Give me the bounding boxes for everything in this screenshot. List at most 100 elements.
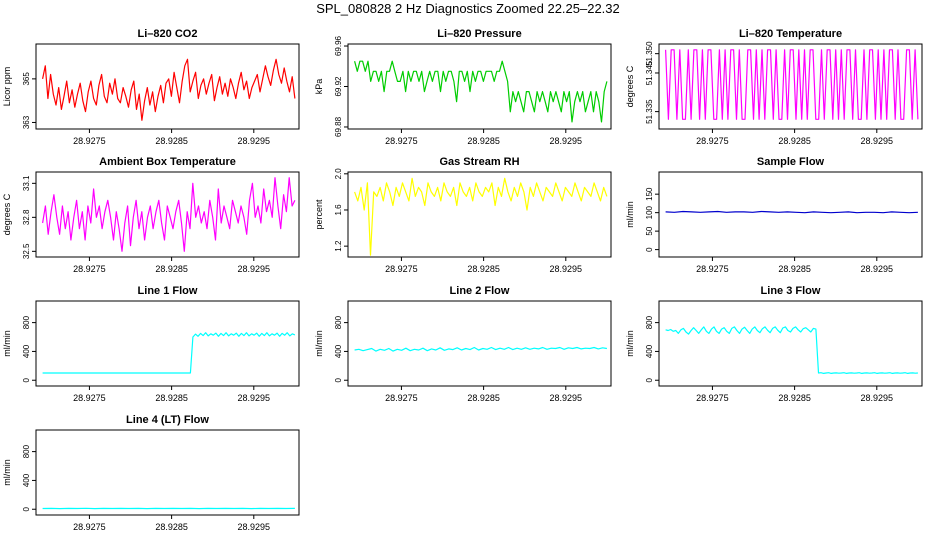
x-tick-label: 28.9285 (155, 136, 188, 146)
y-axis-label: ml/min (2, 459, 12, 486)
x-tick-label: 28.9275 (385, 264, 418, 274)
panel-ambient-box-temperature: Ambient Box Temperature 28.9275 28.9285 28.… (2, 156, 300, 274)
panel-sample-flow: Sample Flow 28.9275 28.9285 28.9295 0 50 100 15… (625, 156, 923, 274)
panel-line-2-flow: Line 2 Flow 28.9275 28.9285 28.9295 0 400 800 m… (314, 285, 612, 403)
y-tick-label: 51.350 (645, 41, 654, 66)
y-tick-label: 51.345 (645, 60, 654, 85)
x-tick-label: 28.9275 (696, 136, 729, 146)
plot-frame (347, 300, 612, 387)
y-tick-label: 69.88 (334, 116, 343, 137)
panel-title: Ambient Box Temperature (99, 156, 236, 168)
y-axis-label: Licor ppm (2, 67, 12, 107)
panel-title: Gas Stream RH (439, 156, 519, 168)
y-tick-label: 0 (334, 377, 343, 382)
x-tick-label: 28.9285 (778, 393, 811, 403)
x-tick-label: 28.9285 (467, 264, 500, 274)
y-tick-label: 150 (645, 187, 654, 201)
panel-line-1-flow: Line 1 Flow 28.9275 28.9285 28.9295 0 400 800 m… (2, 285, 300, 403)
y-tick-label: 32.8 (22, 209, 31, 225)
panel-li-820-temperature: Li–820 Temperature 28.9275 28.9285 28.9295 5… (625, 28, 923, 146)
series-line-line-1 (42, 332, 296, 374)
page-title: SPL_080828 2 Hz Diagnostics Zoomed 22.25… (316, 1, 620, 16)
y-tick-label: 365 (22, 72, 31, 86)
panel-title: Line 2 Flow (450, 285, 510, 297)
series-line-sample-flow (665, 210, 918, 214)
y-tick-label: 400 (22, 473, 31, 487)
y-tick-label: 0 (645, 247, 654, 252)
y-tick-label: 33.1 (22, 175, 31, 191)
x-tick-label: 28.9285 (155, 264, 188, 274)
plot-frame (658, 171, 923, 258)
x-tick-label: 28.9285 (155, 393, 188, 403)
series-line-line-2 (354, 346, 607, 352)
y-tick-label: 69.92 (334, 76, 343, 97)
x-tick-label: 28.9295 (550, 393, 583, 403)
y-tick-label: 0 (22, 506, 31, 511)
y-tick-label: 400 (22, 344, 31, 358)
x-tick-label: 28.9295 (550, 264, 583, 274)
series-line-co2 (42, 58, 296, 121)
y-tick-label: 800 (334, 315, 343, 329)
panel-title: Li–820 Temperature (739, 28, 842, 40)
panel-line-3-flow: Line 3 Flow 28.9275 28.9285 28.9295 0 400 800 m… (625, 285, 923, 403)
series-line-box-temperature (42, 177, 296, 252)
x-tick-label: 28.9295 (861, 136, 894, 146)
x-tick-label: 28.9275 (73, 264, 106, 274)
x-tick-label: 28.9295 (550, 136, 583, 146)
plot-frame (658, 300, 923, 387)
y-tick-label: 100 (645, 205, 654, 219)
x-tick-label: 28.9295 (238, 393, 271, 403)
y-axis-label: kPa (314, 79, 324, 95)
y-tick-label: 400 (645, 344, 654, 358)
y-axis-label: ml/min (2, 330, 12, 357)
x-tick-label: 28.9285 (778, 136, 811, 146)
panel-title: Line 3 Flow (761, 285, 821, 297)
y-tick-label: 800 (22, 315, 31, 329)
y-axis-label: ml/min (625, 330, 635, 357)
y-tick-label: 0 (645, 377, 654, 382)
panel-li-820-co2: Li–820 CO2 28.9275 28.9285 28.9295 363 365 Lic… (2, 28, 300, 146)
x-tick-label: 28.9285 (467, 136, 500, 146)
x-tick-label: 28.9275 (73, 393, 106, 403)
panel-li-820-pressure: Li–820 Pressure 28.9275 28.9285 28.9295 69.8… (314, 28, 612, 146)
panel-title: Line 1 Flow (138, 285, 198, 297)
y-axis-label: ml/min (314, 330, 324, 357)
panel-gas-stream-rh: Gas Stream RH 28.9275 28.9285 28.9295 1.2 1.6… (314, 156, 612, 274)
series-line-pressure (354, 60, 608, 123)
y-tick-label: 51.335 (645, 99, 654, 124)
x-tick-label: 28.9285 (778, 264, 811, 274)
y-tick-label: 800 (645, 315, 654, 329)
panel-title: Li–820 Pressure (437, 28, 521, 40)
y-axis-label: percent (314, 199, 324, 230)
y-tick-label: 69.96 (334, 35, 343, 56)
x-tick-label: 28.9285 (467, 393, 500, 403)
x-tick-label: 28.9285 (155, 522, 188, 532)
y-axis-label: degrees C (2, 193, 12, 235)
y-tick-label: 1.2 (334, 240, 343, 252)
plot-frame (347, 171, 612, 258)
x-tick-label: 28.9295 (238, 136, 271, 146)
x-tick-label: 28.9295 (238, 522, 271, 532)
y-tick-label: 800 (22, 444, 31, 458)
x-tick-label: 28.9275 (696, 264, 729, 274)
series-line-rh (354, 177, 608, 256)
x-tick-label: 28.9275 (73, 522, 106, 532)
y-tick-label: 363 (22, 115, 31, 129)
series-line-temperature (665, 49, 919, 120)
x-tick-label: 28.9275 (696, 393, 729, 403)
x-tick-label: 28.9275 (73, 136, 106, 146)
y-tick-label: 2.0 (334, 168, 343, 180)
plot-frame (35, 429, 300, 516)
y-axis-label: degrees C (625, 65, 635, 107)
y-tick-label: 50 (645, 226, 654, 235)
x-tick-label: 28.9275 (385, 136, 418, 146)
panel-line-4-lt-flow: Line 4 (LT) Flow 28.9275 28.9285 28.9295 0 40… (2, 414, 300, 532)
plot-frame (35, 171, 300, 258)
panel-title: Li–820 CO2 (138, 28, 198, 40)
y-axis-label: ml/min (625, 201, 635, 228)
y-tick-label: 1.6 (334, 204, 343, 216)
y-tick-label: 400 (334, 344, 343, 358)
series-line-line-3 (665, 326, 918, 374)
plot-frame (35, 43, 300, 130)
panel-title: Sample Flow (757, 156, 825, 168)
